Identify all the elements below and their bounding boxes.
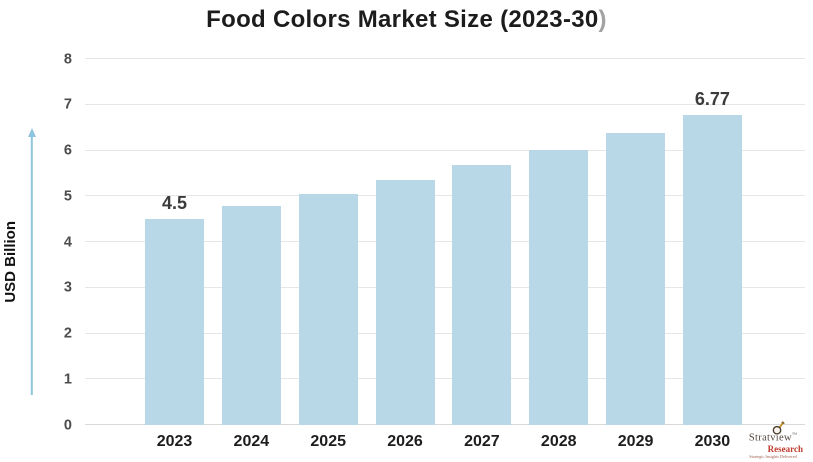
logo-brand-text: Stratview — [748, 432, 792, 444]
bar-2024 — [221, 206, 281, 425]
y-tick-label-7: 7 — [63, 96, 72, 113]
bar-group-2030: 6.77 2030 — [682, 59, 742, 450]
y-tick-label-0: 0 — [63, 416, 72, 433]
gridline-y2 — [85, 332, 805, 334]
chart-title-paren: ) — [598, 6, 607, 33]
x-tick-label-2027: 2027 — [464, 433, 500, 450]
arrow-head — [27, 128, 36, 137]
magnifier-icon — [772, 421, 785, 435]
x-tick-label-2030: 2030 — [694, 433, 731, 450]
y-axis-title-text: USD Billion — [1, 220, 19, 303]
bar-2025 — [298, 193, 358, 425]
bar-group-2025: 2025 — [298, 59, 358, 450]
y-tick-label-4: 4 — [63, 233, 72, 250]
bar-2030 — [682, 115, 742, 425]
bar-group-2024: 2024 — [221, 59, 281, 450]
arrow-line — [30, 135, 33, 395]
bar-2028 — [529, 149, 589, 425]
x-tick-label-2024: 2024 — [233, 433, 270, 450]
bar-2027 — [452, 165, 512, 425]
chart-title: Food Colors Market Size (2023-30) — [0, 6, 813, 34]
y-axis-title: USD Billion — [0, 128, 21, 395]
logo-tm: ™ — [791, 433, 798, 438]
bar-group-2026: 2026 — [375, 59, 435, 450]
x-tick-label-2026: 2026 — [387, 433, 423, 450]
logo-tagline: Strategic Insights Delivered — [749, 455, 797, 460]
bar-group-2028: 2028 — [529, 59, 589, 450]
y-tick-label-3: 3 — [63, 279, 72, 296]
bar-group-2029: 2029 — [606, 59, 666, 450]
y-tick-label-8: 8 — [63, 50, 72, 67]
x-tick-label-2028: 2028 — [540, 433, 577, 450]
gridline-y0 — [85, 424, 805, 425]
bar-2026 — [375, 179, 435, 425]
bar-group-2023: 4.5 2023 — [145, 59, 204, 450]
x-tick-label-2029: 2029 — [617, 433, 654, 450]
y-tick-label-1: 1 — [63, 371, 72, 387]
y-tick-label-5: 5 — [63, 188, 72, 204]
gridline-y5 — [85, 195, 805, 197]
logo-brand: Stratview™ — [737, 433, 809, 444]
bar-2023 — [145, 219, 204, 425]
bar-2029 — [606, 133, 666, 425]
x-tick-label-2023: 2023 — [156, 433, 193, 450]
stratview-logo: Stratview™ Research Strategic Insights D… — [737, 421, 809, 460]
gridline-y3 — [85, 286, 805, 288]
bar-group-2027: 2027 — [452, 59, 512, 450]
logo-research: Research — [767, 444, 803, 454]
gridline-y6 — [85, 149, 805, 151]
y-tick-label-6: 6 — [63, 142, 72, 159]
x-tick-label-2025: 2025 — [310, 433, 346, 450]
bar-value-label-2023: 4.5 — [161, 193, 188, 214]
bars-layer: 4.5 2023 2024 2025 2026 2027 2028 2029 6.77 2030 — [145, 59, 742, 450]
y-tick-label-2: 2 — [63, 325, 72, 342]
gridline-y4 — [85, 241, 805, 242]
gridline-y8 — [85, 58, 805, 59]
bar-value-label-2030: 6.77 — [694, 89, 730, 110]
plot-area: 0 1 2 3 4 5 6 7 8 4.5 2023 2024 2025 2026 2027 2028 202… — [64, 52, 805, 450]
chart-title-text: Food Colors Market Size (2023-30 — [206, 6, 599, 33]
gridline-y7 — [85, 103, 805, 105]
y-axis-arrow-icon — [27, 128, 36, 395]
gridline-y1 — [85, 378, 805, 380]
